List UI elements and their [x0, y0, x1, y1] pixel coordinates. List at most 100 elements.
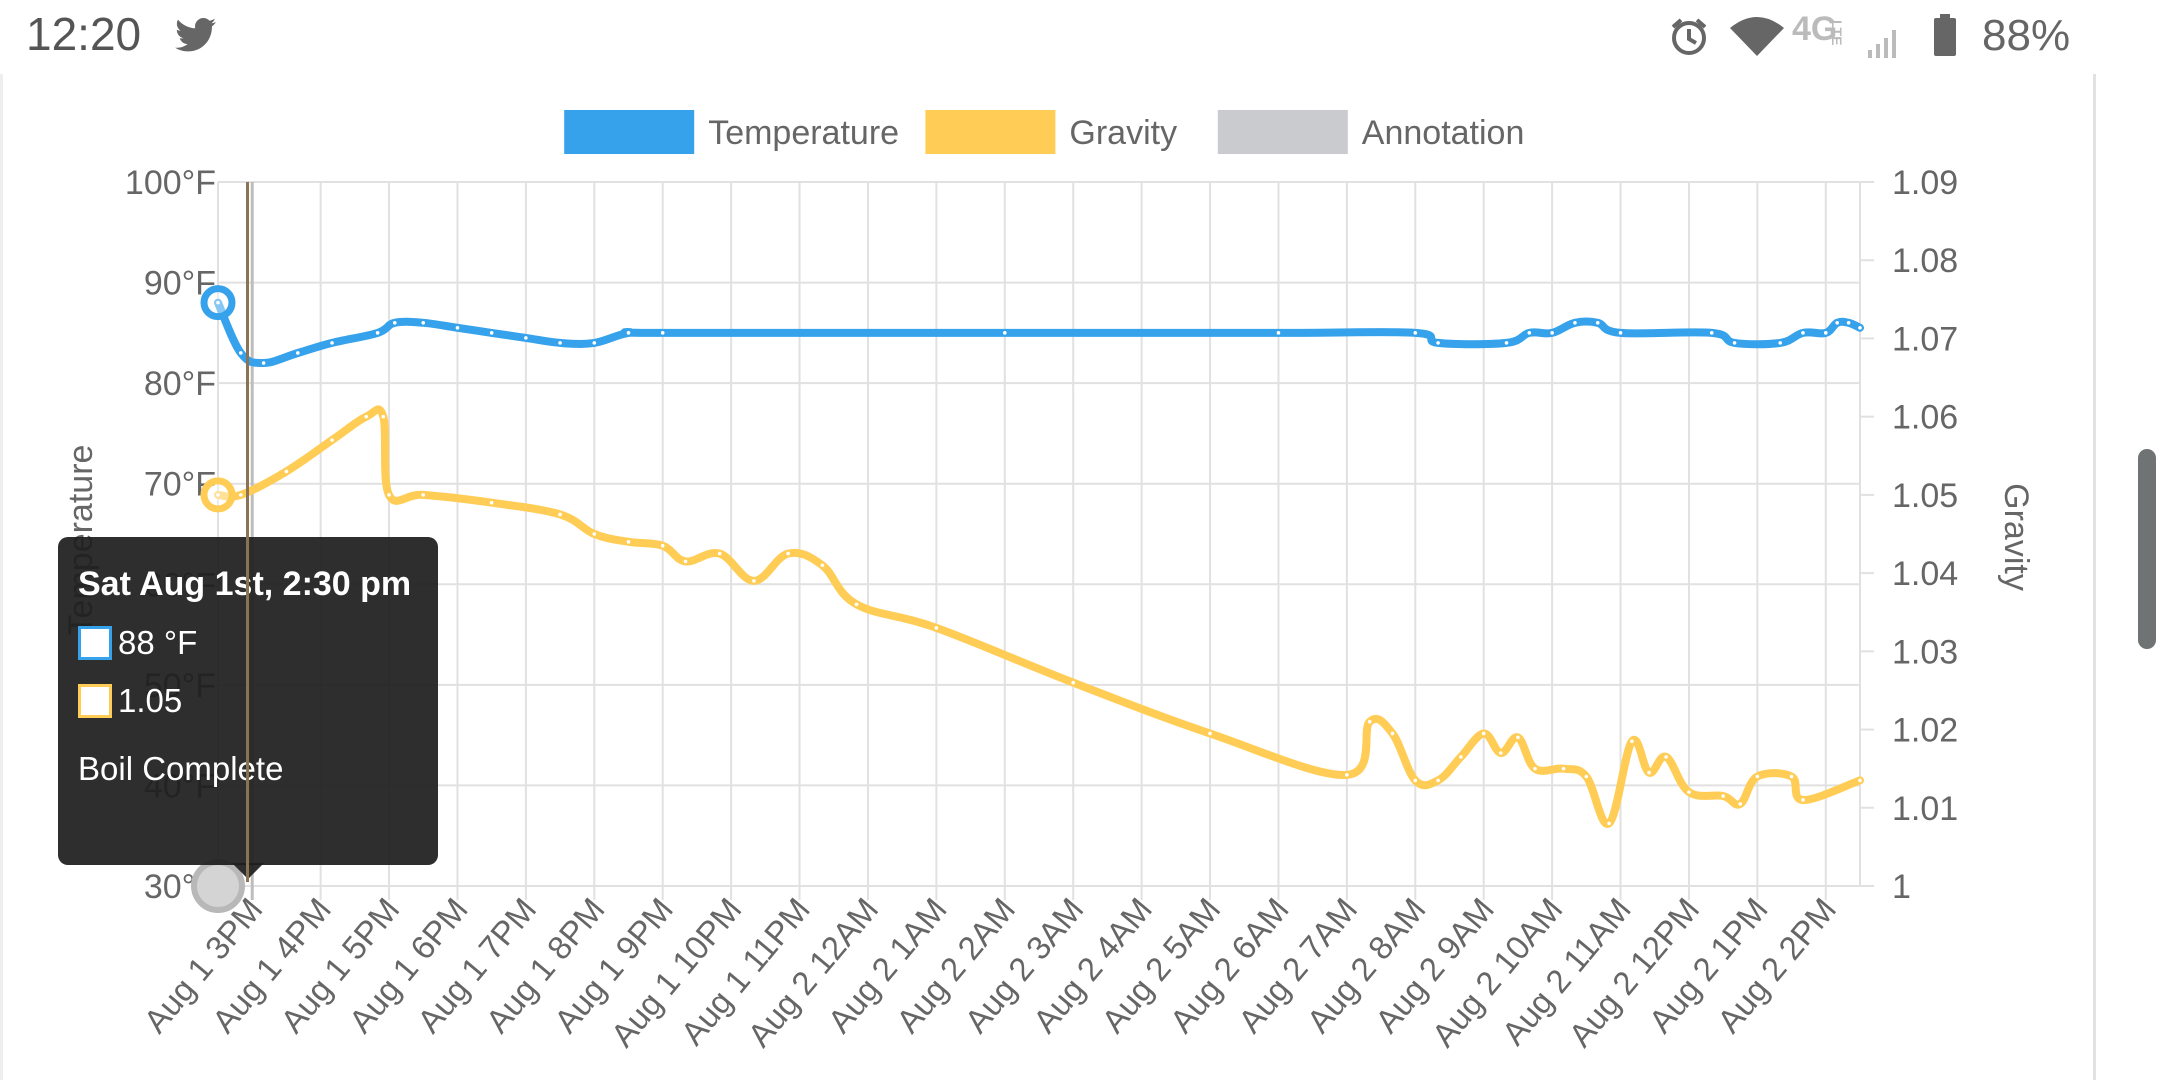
point-temperature[interactable] — [455, 326, 460, 330]
twitter-icon — [175, 18, 216, 52]
point-temperature[interactable] — [1573, 321, 1577, 325]
point-temperature[interactable] — [1527, 331, 1532, 335]
point-temperature[interactable] — [1436, 341, 1440, 345]
point-gravity[interactable] — [1664, 755, 1668, 759]
point-temperature[interactable] — [216, 300, 220, 305]
point-gravity[interactable] — [558, 512, 562, 517]
point-temperature[interactable] — [1504, 341, 1509, 345]
y-right-tick-label: 1.02 — [1892, 712, 1958, 750]
point-temperature[interactable] — [392, 321, 397, 325]
point-gravity[interactable] — [1345, 773, 1349, 777]
point-temperature[interactable] — [375, 331, 380, 335]
point-gravity[interactable] — [239, 493, 243, 497]
point-temperature[interactable] — [1276, 331, 1281, 335]
point-temperature[interactable] — [1595, 321, 1600, 325]
point-gravity[interactable] — [1436, 778, 1440, 783]
point-gravity[interactable] — [786, 551, 790, 556]
point-temperature[interactable] — [1801, 331, 1805, 335]
point-gravity[interactable] — [330, 438, 334, 442]
point-temperature[interactable] — [1732, 341, 1737, 345]
point-temperature[interactable] — [524, 336, 528, 340]
point-temperature[interactable] — [296, 351, 300, 355]
legend-label-gravity: Gravity — [1069, 114, 1177, 152]
y-right-tick-label: 1.04 — [1892, 555, 1958, 593]
point-gravity[interactable] — [1561, 766, 1566, 771]
hover-point-temperature[interactable] — [200, 285, 236, 321]
point-gravity[interactable] — [1459, 755, 1463, 759]
legend-label-temperature: Temperature — [708, 114, 899, 152]
point-temperature[interactable] — [330, 341, 334, 345]
point-temperature[interactable] — [489, 331, 494, 335]
point-gravity[interactable] — [387, 493, 391, 497]
point-gravity[interactable] — [489, 500, 494, 505]
chart-legend[interactable]: Temperature Gravity Annotation — [564, 110, 1524, 154]
scrollbar-thumb[interactable] — [2138, 449, 2156, 649]
point-gravity[interactable] — [1516, 735, 1520, 740]
point-gravity[interactable] — [934, 626, 939, 630]
point-temperature[interactable] — [1858, 326, 1862, 330]
point-gravity[interactable] — [1858, 778, 1862, 783]
point-temperature[interactable] — [660, 331, 665, 335]
point-gravity[interactable] — [1721, 794, 1725, 798]
point-gravity[interactable] — [421, 493, 426, 497]
points-layer[interactable] — [191, 285, 1862, 913]
point-temperature[interactable] — [1550, 331, 1554, 335]
network-type: 4G — [1792, 10, 1837, 48]
point-gravity[interactable] — [820, 563, 825, 568]
legend-item-temperature[interactable]: Temperature — [564, 110, 899, 154]
point-gravity[interactable] — [660, 543, 665, 548]
point-gravity[interactable] — [216, 493, 220, 497]
point-gravity[interactable] — [1367, 719, 1372, 724]
point-gravity[interactable] — [1499, 751, 1503, 755]
point-temperature[interactable] — [1846, 321, 1851, 325]
point-gravity[interactable] — [1789, 774, 1794, 779]
point-temperature[interactable] — [626, 331, 631, 335]
point-gravity[interactable] — [752, 579, 756, 583]
point-temperature[interactable] — [558, 341, 562, 345]
point-gravity[interactable] — [381, 414, 386, 419]
point-gravity[interactable] — [626, 540, 631, 544]
point-gravity[interactable] — [1755, 774, 1760, 779]
point-gravity[interactable] — [1481, 731, 1486, 736]
point-gravity[interactable] — [364, 414, 369, 419]
point-temperature[interactable] — [1835, 321, 1839, 325]
y-right-tick-label: 1.07 — [1892, 320, 1958, 358]
point-gravity[interactable] — [1390, 731, 1395, 736]
point-temperature[interactable] — [592, 341, 597, 345]
hover-point-gravity[interactable] — [200, 477, 236, 513]
point-gravity[interactable] — [1607, 821, 1611, 826]
point-temperature[interactable] — [1413, 331, 1418, 335]
y-right-tick-label: 1.09 — [1892, 164, 1958, 202]
point-gravity[interactable] — [1413, 778, 1418, 783]
point-temperature[interactable] — [1709, 331, 1714, 335]
point-temperature[interactable] — [1823, 331, 1828, 335]
point-temperature[interactable] — [1778, 341, 1782, 345]
alarm-icon — [1671, 18, 1707, 55]
point-gravity[interactable] — [854, 602, 859, 607]
tooltip-title: Sat Aug 1st, 2:30 pm — [78, 565, 412, 603]
y-right-axis-label: Gravity — [1997, 483, 2035, 591]
point-gravity[interactable] — [1738, 802, 1743, 806]
legend-item-gravity[interactable]: Gravity — [925, 110, 1177, 154]
point-gravity[interactable] — [1208, 731, 1212, 736]
point-gravity[interactable] — [1647, 770, 1651, 775]
point-temperature[interactable] — [1618, 331, 1623, 335]
point-temperature[interactable] — [421, 321, 426, 325]
point-gravity[interactable] — [1071, 680, 1076, 685]
point-temperature[interactable] — [239, 351, 243, 355]
point-gravity[interactable] — [683, 559, 688, 564]
point-gravity[interactable] — [1687, 790, 1691, 794]
legend-item-annotation[interactable]: Annotation — [1217, 110, 1525, 154]
y-left-tick-label: 80°F — [144, 365, 216, 403]
point-gravity[interactable] — [284, 469, 289, 474]
point-temperature[interactable] — [1002, 331, 1007, 335]
point-gravity[interactable] — [1630, 739, 1634, 744]
point-gravity[interactable] — [1533, 766, 1537, 771]
point-gravity[interactable] — [592, 532, 597, 536]
point-temperature[interactable] — [261, 361, 266, 365]
point-gravity[interactable] — [717, 551, 722, 556]
point-gravity[interactable] — [1801, 798, 1805, 802]
series-line-gravity — [214, 405, 1864, 828]
point-gravity[interactable] — [1584, 774, 1589, 779]
